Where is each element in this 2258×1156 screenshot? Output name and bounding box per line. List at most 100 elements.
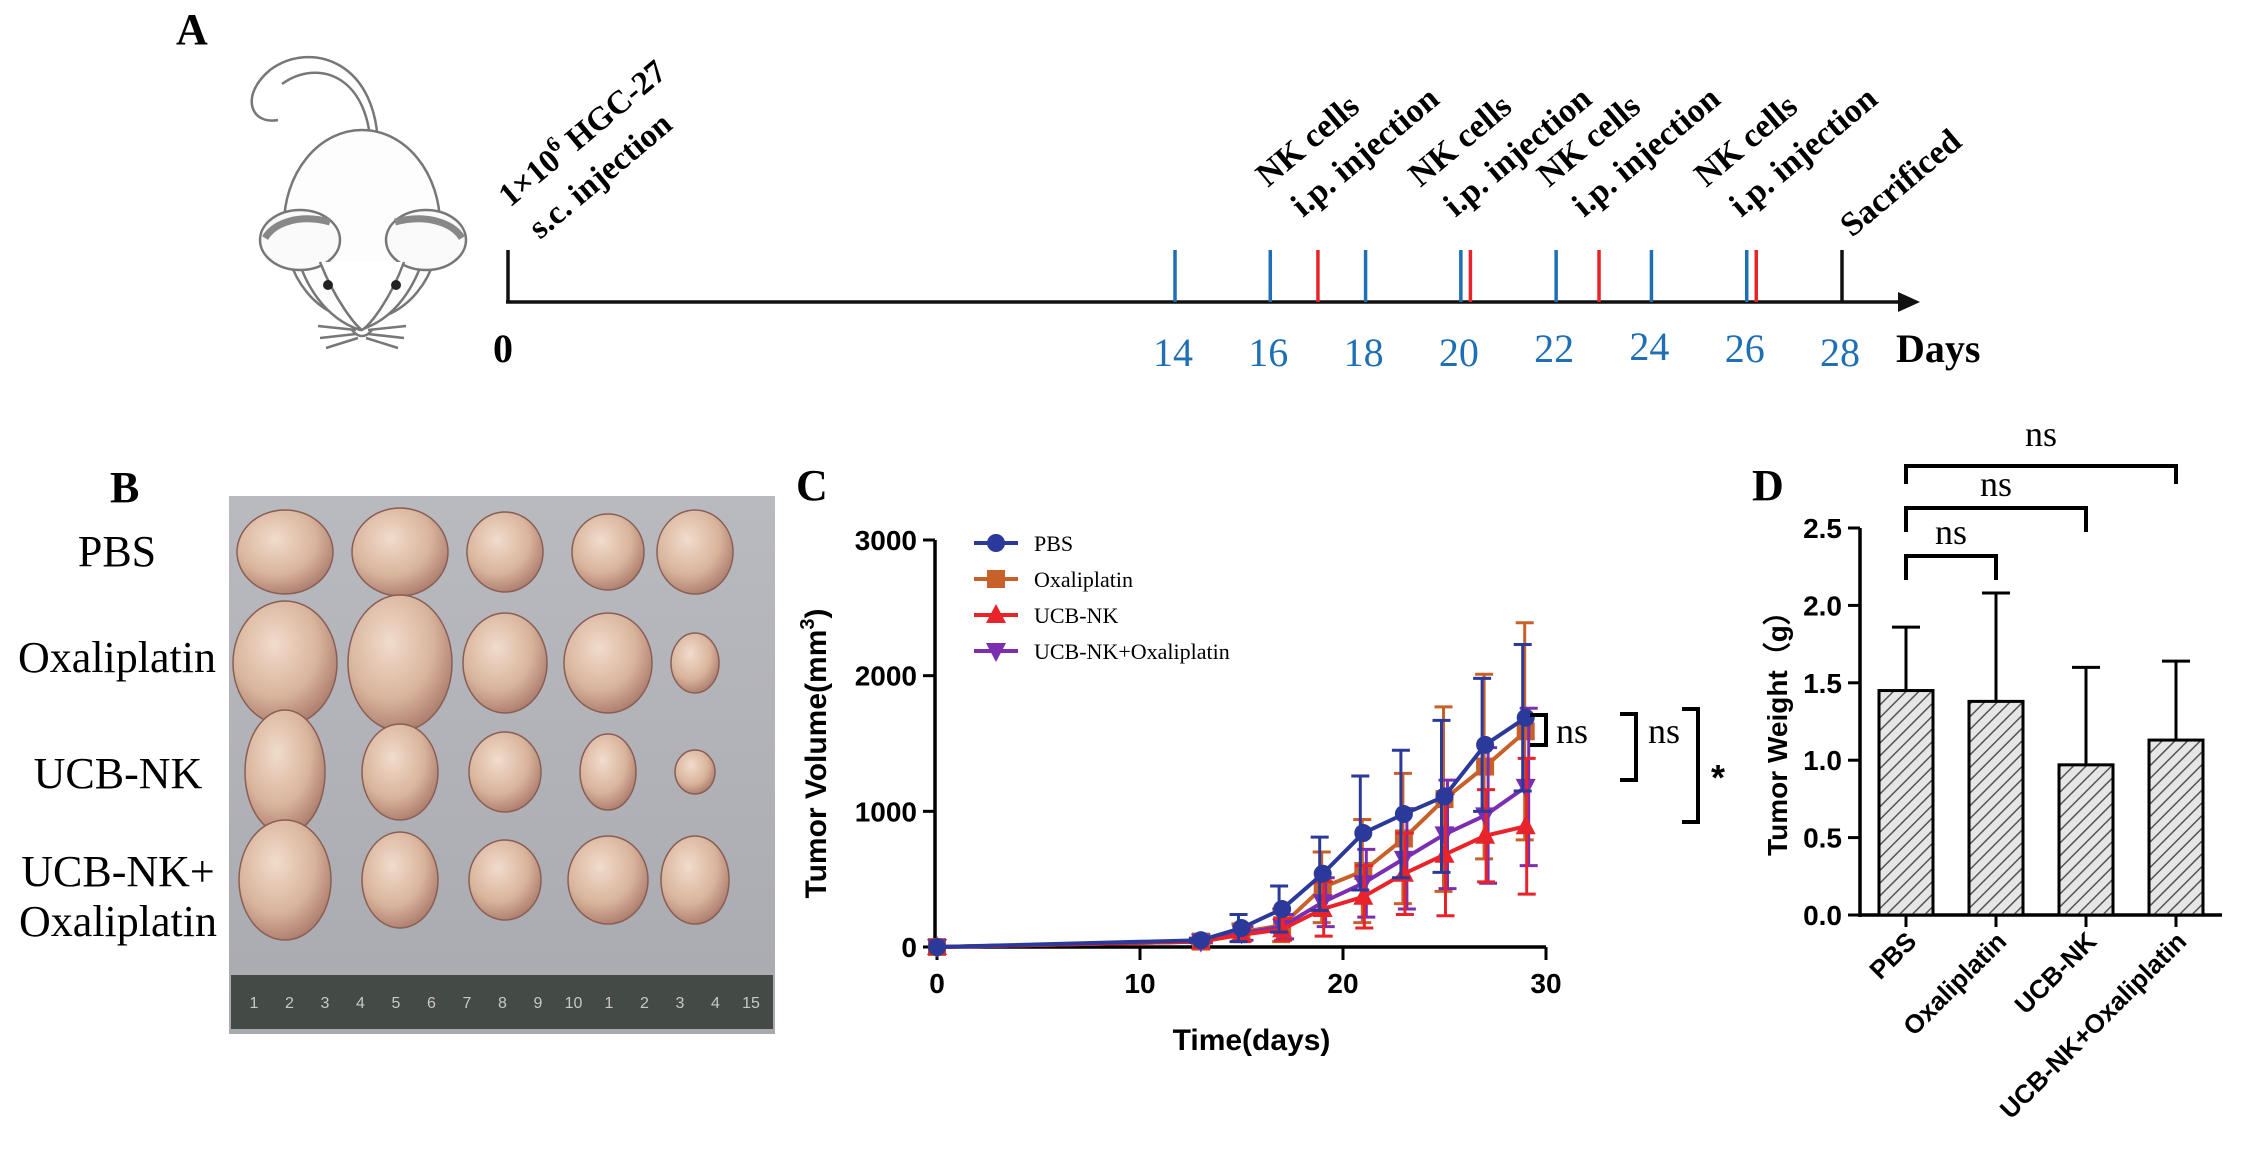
photo-row-label-line2: Oxaliplatin <box>19 897 217 946</box>
bracket <box>1904 554 1998 580</box>
sacrificed-label: Sacrificed <box>1833 122 1968 244</box>
timeline-day-label: 16 <box>1248 330 1288 375</box>
timeline-arrowhead <box>1898 292 1920 312</box>
significance-label: ns <box>1556 711 1588 751</box>
data-point <box>1312 898 1333 918</box>
tumor-sample <box>232 600 338 726</box>
timeline-day-label: 24 <box>1629 324 1669 369</box>
legend-label: PBS <box>1034 531 1073 556</box>
panel-c-line-chart: C 0 1000 2000 3000 0 10 20 30 Time(days) Tumor Vo… <box>796 461 1725 1057</box>
ruler-label: 15 <box>742 995 760 1012</box>
x-tick-label: 0 <box>929 968 945 999</box>
y-tick-label: 2000 <box>855 661 917 692</box>
series-pbs <box>928 642 1535 956</box>
tumor-sample <box>674 749 716 795</box>
data-point <box>1354 824 1373 843</box>
data-point <box>1313 864 1332 883</box>
data-point <box>1516 708 1535 727</box>
bracket <box>1682 707 1700 824</box>
timeline-day-label: 14 <box>1153 330 1193 375</box>
significance-label: ns <box>1980 464 2012 504</box>
tumor-sample <box>347 594 453 732</box>
y-tick-label: 2.5 <box>1803 513 1842 544</box>
ruler-label: 8 <box>498 995 507 1012</box>
tumor-sample <box>361 831 439 929</box>
photo-row-label: Oxaliplatin <box>18 633 216 682</box>
series-line <box>936 716 1527 949</box>
bar <box>2057 763 2115 917</box>
tumor-sample <box>466 511 544 593</box>
y-tick-label: 0.0 <box>1803 900 1842 931</box>
tumor-sample <box>567 835 649 925</box>
ruler-label: 2 <box>640 995 649 1012</box>
photo-row-label: PBS <box>78 527 156 576</box>
bar <box>1967 699 2025 917</box>
significance-label: ns <box>2025 414 2057 454</box>
ruler-label: 4 <box>356 995 365 1012</box>
series-line <box>936 824 1527 949</box>
y-tick-label: 3000 <box>855 525 917 556</box>
legend: PBS Oxaliplatin UCB-NK UCB-NK+Oxaliplatin <box>974 531 1230 664</box>
significance-brackets <box>1904 464 2178 580</box>
tumor-sample <box>351 507 449 597</box>
legend-marker <box>987 534 1005 552</box>
panel-label-a: A <box>176 5 208 54</box>
ruler-label: 3 <box>321 995 330 1012</box>
y-tick-label: 1.0 <box>1803 745 1842 776</box>
data-point <box>1435 787 1454 806</box>
y-tick-label: 1000 <box>855 796 917 827</box>
data-point <box>1273 900 1292 919</box>
ruler-label: 10 <box>565 995 583 1012</box>
data-point <box>1515 815 1536 835</box>
y-tick-label: 1.5 <box>1803 668 1842 699</box>
y-axis-title: Tumor Weight（g） <box>1761 597 1793 856</box>
ruler-label: 5 <box>392 995 401 1012</box>
bar <box>1877 689 1935 917</box>
data-point <box>928 938 946 956</box>
panel-label-c: C <box>796 461 828 510</box>
ruler-label: 1 <box>605 995 614 1012</box>
x-tick-label: 30 <box>1530 968 1561 999</box>
ruler-label: 2 <box>285 995 294 1012</box>
bracket <box>1904 464 2178 484</box>
y-axis-title: Tumor Volume(mm3) <box>797 608 833 898</box>
data-point <box>1191 931 1210 950</box>
significance-label: * <box>1711 757 1725 798</box>
tumor-sample <box>563 612 653 714</box>
legend-marker <box>987 570 1005 588</box>
tumor-sample <box>579 733 637 811</box>
panel-label-d: D <box>1752 461 1784 510</box>
timeline-day-label: 18 <box>1344 330 1384 375</box>
x-tick-label: PBS <box>1863 926 1922 985</box>
y-tick-label: 2.0 <box>1803 590 1842 621</box>
timeline-day-label: 20 <box>1439 330 1479 375</box>
ruler-label: 6 <box>427 995 436 1012</box>
ruler-label: 4 <box>711 995 720 1012</box>
legend-label: UCB-NK+Oxaliplatin <box>1034 639 1230 664</box>
y-tick-label: 0.5 <box>1803 823 1842 854</box>
mouse-illustration <box>250 55 468 350</box>
data-point <box>1476 735 1495 754</box>
significance-label: ns <box>1648 711 1680 751</box>
x-axis-title: Time(days) <box>1173 1024 1331 1057</box>
panel-b-photo: B 1 2 3 4 5 6 7 8 9 10 1 2 3 4 15 PBSOxaliplatinUCB-NK… <box>18 463 775 1034</box>
bar <box>2147 738 2205 917</box>
data-point <box>1476 757 1495 776</box>
data-point <box>1434 843 1455 863</box>
tumor-sample <box>238 819 332 941</box>
significance-label: ns <box>1935 512 1967 552</box>
legend-label: Oxaliplatin <box>1034 567 1133 592</box>
data-point <box>1394 805 1413 824</box>
photo-row-label: UCB-NK <box>34 749 203 798</box>
x-tick-label: UCB-NK <box>2009 926 2103 1020</box>
photo-row-label: UCB-NK+ <box>21 847 215 896</box>
timeline-day-label: 26 <box>1725 326 1765 371</box>
data-point <box>1232 919 1251 938</box>
tumor-sample <box>670 632 720 694</box>
bracket <box>1530 713 1548 747</box>
timeline-day-label: 28 <box>1820 330 1860 375</box>
tumor-sample <box>361 723 439 821</box>
